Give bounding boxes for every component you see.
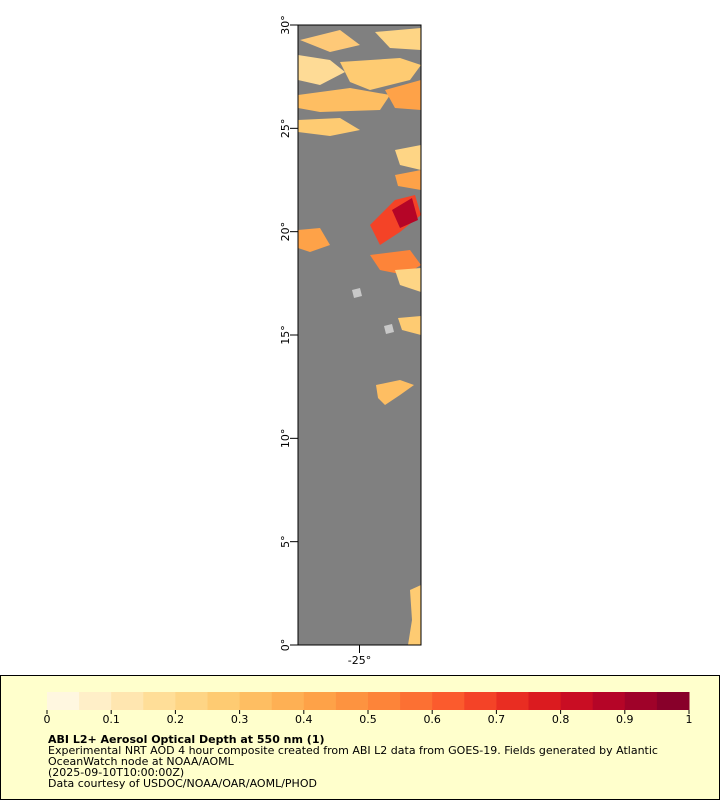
colorbar-swatch (335, 692, 369, 710)
colorbar-swatch (656, 692, 690, 710)
colorbar-swatch (592, 692, 626, 710)
colorbar-tick-label: 0.9 (616, 713, 634, 726)
colorbar-swatch (303, 692, 337, 710)
colorbar-tick-label: 0.6 (423, 713, 441, 726)
colorbar-tick-label: 0.3 (231, 713, 249, 726)
colorbar-swatch (207, 692, 241, 710)
colorbar-swatch (432, 692, 465, 710)
colorbar-swatch (624, 692, 658, 710)
y-tick-label: 15° (279, 325, 292, 345)
colorbar-tick-label: 1 (686, 713, 693, 726)
colorbar-tick-label: 0.2 (167, 713, 185, 726)
colorbar-tick-label: 0.5 (359, 713, 377, 726)
y-tick-label: 10° (279, 429, 292, 449)
colorbar-swatch (400, 692, 433, 710)
colorbar-swatch (271, 692, 305, 710)
y-tick-label: 5° (279, 535, 292, 548)
colorbar-tick-label: 0.8 (552, 713, 570, 726)
colorbar-swatch (528, 692, 562, 710)
colorbar-swatch (239, 692, 273, 710)
legend-line: OceanWatch node at NOAA/AOML (48, 755, 235, 768)
legend-line: Experimental NRT AOD 4 hour composite cr… (48, 744, 658, 757)
colorbar-swatch (560, 692, 594, 710)
colorbar-tick-label: 0.7 (488, 713, 506, 726)
y-tick-label: 0° (279, 639, 292, 652)
colorbar-tick-label: 0.4 (295, 713, 313, 726)
colorbar-swatch (464, 692, 497, 710)
x-tick-label: -25° (348, 654, 371, 667)
y-tick-label: 25° (279, 119, 292, 139)
legend-line: Data courtesy of USDOC/NOAA/OAR/AOML/PHO… (48, 777, 317, 790)
colorbar-swatch (175, 692, 208, 710)
map-background (298, 25, 421, 645)
y-tick-label: 30° (279, 15, 292, 35)
colorbar-tick-label: 0.1 (102, 713, 120, 726)
colorbar-swatch (496, 692, 529, 710)
colorbar-swatch (143, 692, 176, 710)
legend-title: ABI L2+ Aerosol Optical Depth at 550 nm … (48, 733, 325, 746)
y-tick-label: 20° (279, 222, 292, 242)
legend-line: (2025-09-10T10:00:00Z) (48, 766, 184, 779)
colorbar-swatch (111, 692, 144, 710)
colorbar-swatch (368, 692, 401, 710)
colorbar-tick-label: 0 (44, 713, 51, 726)
aerosol-field (298, 28, 421, 645)
colorbar-swatch (79, 692, 112, 710)
colorbar-swatch (47, 692, 80, 710)
